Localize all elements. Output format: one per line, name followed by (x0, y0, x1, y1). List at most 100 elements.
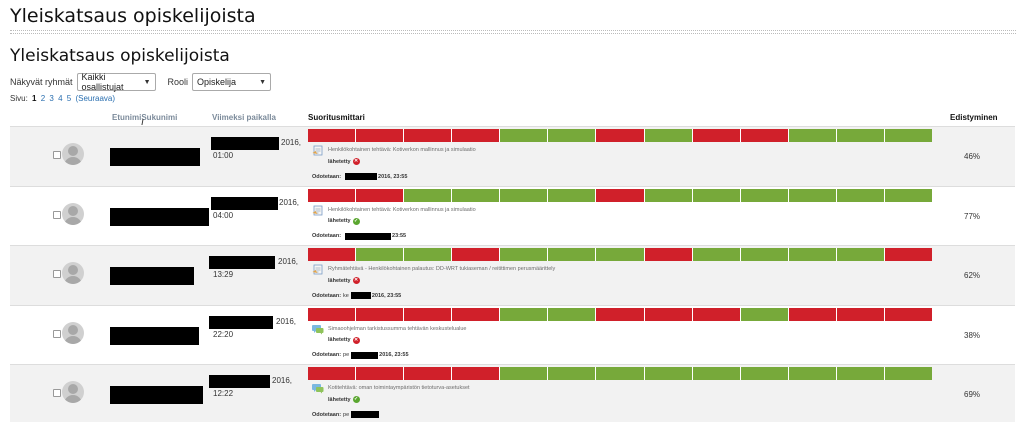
progress-segment[interactable] (692, 367, 741, 380)
group-select[interactable]: Kaikki osallistujat ▼ (76, 72, 156, 92)
sort-lastaccess-link[interactable]: Viimeksi paikalla (212, 113, 276, 122)
progress-segment[interactable] (692, 307, 741, 321)
progress-segment[interactable] (596, 129, 645, 142)
pager-link-page-5[interactable]: 5 (66, 94, 72, 103)
progress-segment[interactable] (884, 248, 933, 261)
progress-segment[interactable] (548, 367, 597, 380)
progress-segment[interactable] (740, 248, 789, 261)
progress-segment[interactable] (596, 367, 645, 380)
status-label: lähetetty (328, 396, 351, 403)
progress-segment[interactable] (452, 129, 501, 142)
progress-segment[interactable] (452, 307, 501, 321)
filters-bar: Näkyvät ryhmät Kaikki osallistujat ▼ Roo… (10, 72, 272, 92)
progress-segment[interactable] (356, 188, 405, 202)
role-select[interactable]: Opiskelija ▼ (192, 73, 272, 91)
row-checkbox[interactable] (53, 210, 61, 219)
row-checkbox[interactable] (53, 151, 61, 159)
progress-segment[interactable] (644, 248, 693, 261)
avatar[interactable] (62, 202, 84, 225)
progress-segment[interactable] (548, 248, 597, 261)
progress-segment[interactable] (452, 188, 501, 202)
avatar[interactable] (62, 321, 84, 344)
sort-progress-link[interactable]: Edistyminen (950, 113, 998, 122)
row-checkbox[interactable] (53, 270, 61, 278)
progress-segment[interactable] (740, 307, 789, 321)
progress-segment[interactable] (308, 248, 357, 261)
progress-segment[interactable] (884, 367, 933, 380)
sort-firstname-link[interactable]: Etunimi (112, 113, 142, 122)
progress-segment[interactable] (740, 188, 789, 202)
progress-segment[interactable] (452, 367, 501, 380)
progress-segment[interactable] (596, 248, 645, 261)
pager-link-page-4[interactable]: 4 (58, 94, 63, 103)
progress-segment[interactable] (644, 367, 693, 380)
progress-segment[interactable] (644, 307, 693, 321)
progress-segment[interactable] (884, 129, 933, 142)
redacted-last-access (209, 315, 273, 329)
row-checkbox[interactable] (53, 389, 61, 397)
progress-segment[interactable] (548, 188, 597, 202)
progress-segment[interactable] (356, 307, 405, 321)
progress-segment[interactable] (788, 367, 837, 380)
progress-segment[interactable] (500, 129, 549, 142)
progress-segment[interactable] (404, 188, 453, 202)
progress-segment[interactable] (692, 248, 741, 261)
progress-segment[interactable] (644, 129, 693, 142)
activity-title[interactable]: Henkilökohtainen tehtävä: Kotiverkon mal… (328, 147, 476, 153)
progress-segment[interactable] (788, 248, 837, 261)
check-icon: ✓ (352, 217, 360, 225)
progress-segment[interactable] (356, 248, 405, 261)
progress-segment[interactable] (788, 307, 837, 321)
sort-lastname-link[interactable]: Sukunimi (141, 113, 178, 122)
avatar[interactable] (62, 143, 84, 165)
row-checkbox[interactable] (53, 329, 61, 338)
progress-segment[interactable] (884, 188, 933, 202)
progress-segment[interactable] (404, 307, 453, 321)
progress-segment[interactable] (404, 129, 453, 142)
progress-segment[interactable] (548, 307, 597, 321)
progress-segment[interactable] (644, 188, 693, 202)
progress-segment[interactable] (452, 248, 501, 261)
progress-segment[interactable] (740, 367, 789, 380)
progress-segment[interactable] (836, 188, 885, 202)
progress-segment[interactable] (404, 248, 453, 261)
progress-segment[interactable] (308, 367, 357, 380)
progress-segment[interactable] (836, 367, 885, 380)
due-text: 23:55 (392, 233, 407, 239)
activity-title[interactable]: Ryhmätehtävä - Henkilökohtainen palautus… (328, 266, 556, 272)
progress-segment[interactable] (836, 248, 885, 261)
pager-next-link[interactable]: (Seuraava) (75, 94, 116, 103)
progress-segment[interactable] (500, 367, 549, 380)
progress-segment[interactable] (740, 129, 789, 142)
pager-link-page-2[interactable]: 2 (40, 94, 46, 103)
progress-segment[interactable] (692, 188, 741, 202)
progress-segment[interactable] (596, 188, 645, 202)
redacted-due-date (345, 232, 392, 240)
progress-segment[interactable] (500, 307, 549, 321)
avatar[interactable] (62, 262, 84, 284)
progress-segment[interactable] (788, 188, 837, 202)
progress-segment[interactable] (836, 129, 885, 142)
activity-title[interactable]: Kotitehtävä: oman toimintaympäristön tie… (328, 385, 470, 391)
activity-title[interactable]: Simaoohjelman tarkistussumma tehtävän ke… (328, 325, 467, 332)
progress-segment[interactable] (308, 188, 357, 202)
activity-title[interactable]: Henkilökohtainen tehtävä: Kotiverkon mal… (328, 206, 476, 213)
progress-segment[interactable] (884, 307, 933, 321)
due-info: Odotetaan: pe (312, 411, 380, 418)
table-row: 2016, 13:29 Ryhmätehtävä - Henkilökohtai… (10, 246, 1015, 306)
progress-segment[interactable] (500, 188, 549, 202)
progress-segment[interactable] (356, 367, 405, 380)
progress-segment[interactable] (692, 129, 741, 142)
progress-segment[interactable] (356, 129, 405, 142)
last-access-time: 01:00 (213, 151, 234, 160)
progress-segment[interactable] (308, 129, 357, 142)
progress-segment[interactable] (500, 248, 549, 261)
pager-link-page-3[interactable]: 3 (49, 94, 54, 103)
progress-segment[interactable] (548, 129, 597, 142)
progress-segment[interactable] (404, 367, 453, 380)
progress-segment[interactable] (836, 307, 885, 321)
progress-segment[interactable] (788, 129, 837, 142)
avatar[interactable] (62, 381, 84, 403)
progress-segment[interactable] (596, 307, 645, 321)
progress-segment[interactable] (308, 307, 357, 321)
